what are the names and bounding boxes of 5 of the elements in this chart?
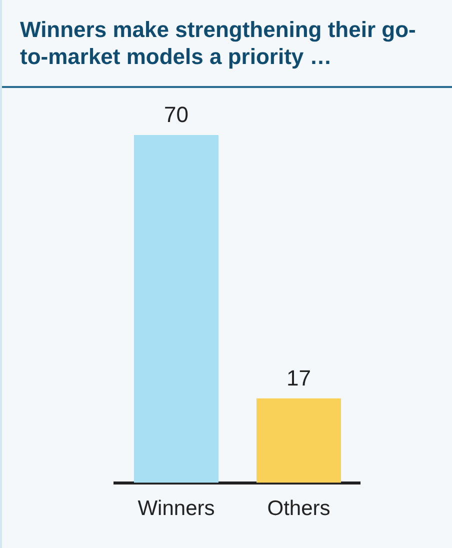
x-tick-label: Others	[267, 497, 330, 520]
data-label: 70	[164, 102, 188, 128]
x-tick-label: Winners	[138, 497, 215, 520]
data-label: 17	[286, 365, 311, 390]
chart-title: Winners make strengthening their go-to-market models a priority …	[20, 16, 417, 70]
